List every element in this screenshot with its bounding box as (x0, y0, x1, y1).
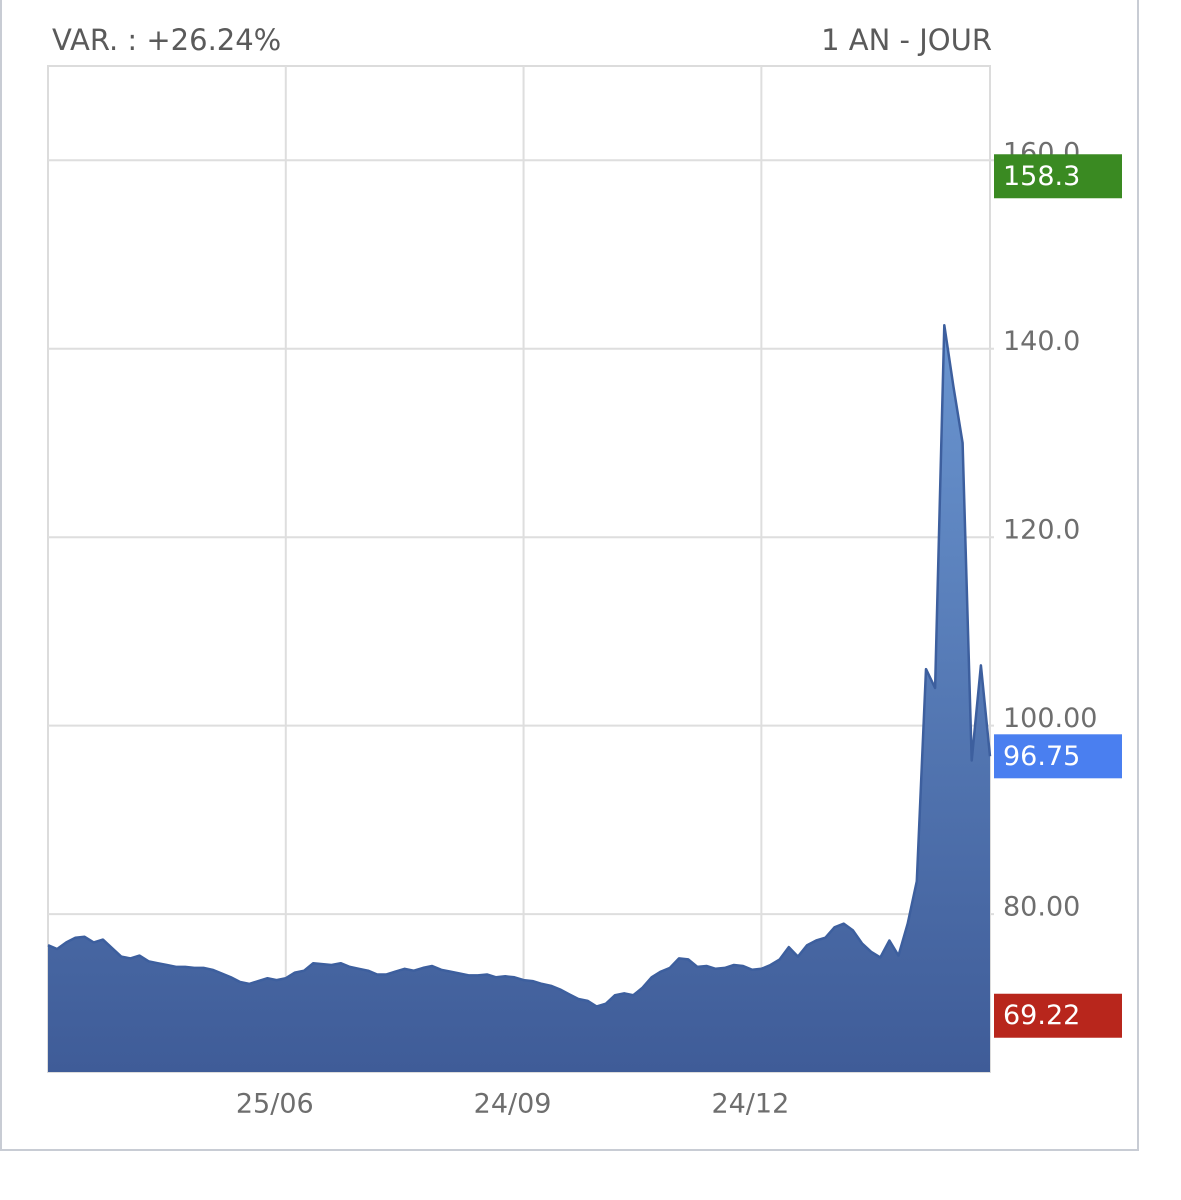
period-label: 1 AN - JOUR (821, 23, 992, 57)
price-tag (994, 993, 1122, 1038)
y-tick-label: 140.0 (1003, 326, 1080, 357)
area (48, 325, 990, 1072)
x-tick-label: 25/06 (236, 1089, 314, 1120)
y-tick-label: 80.00 (1003, 892, 1080, 923)
x-tick-label: 24/09 (474, 1089, 552, 1120)
change-label: VAR. : +26.24% (52, 23, 281, 57)
price-tag-label: 96.75 (1003, 741, 1080, 772)
x-tick-label: 24/12 (711, 1089, 789, 1120)
price-tag (994, 154, 1122, 199)
line (47, 323, 992, 1008)
price-tag (994, 734, 1122, 779)
y-tick-label: 120.0 (1003, 515, 1080, 546)
y-tick-label: 100.00 (1003, 703, 1097, 734)
price-tag-label: 158.3 (1003, 161, 1080, 192)
price-tag-label: 69.22 (1003, 1000, 1080, 1031)
plot-area (47, 65, 991, 1073)
